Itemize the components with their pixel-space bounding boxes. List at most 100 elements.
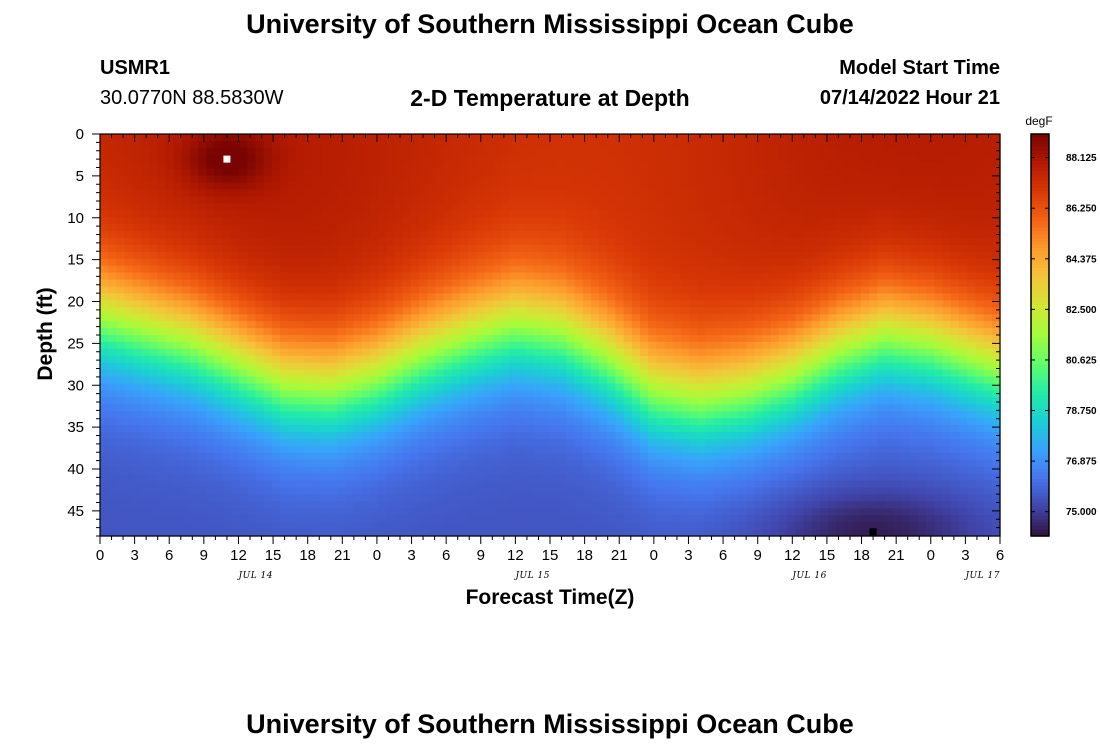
heatmap-cell bbox=[288, 161, 297, 170]
heatmap-cell bbox=[525, 265, 535, 274]
heatmap-cell bbox=[738, 293, 747, 301]
heatmap-cell bbox=[239, 196, 248, 204]
heatmap-cell bbox=[402, 369, 412, 378]
heatmap-cell bbox=[648, 134, 657, 142]
heatmap-cell bbox=[394, 445, 404, 454]
heatmap-cell bbox=[402, 237, 412, 246]
heatmap-cell bbox=[230, 251, 240, 260]
heatmap-cell bbox=[991, 362, 1001, 371]
heatmap-cell bbox=[959, 314, 968, 322]
heatmap-cell bbox=[590, 189, 600, 197]
heatmap-cell bbox=[230, 341, 240, 350]
heatmap-cell bbox=[558, 168, 567, 177]
heatmap-cell bbox=[427, 425, 437, 433]
heatmap-cell bbox=[574, 147, 584, 156]
heatmap-cell bbox=[492, 258, 502, 267]
heatmap-cell bbox=[959, 203, 968, 211]
heatmap-cell bbox=[386, 390, 396, 398]
heatmap-cell bbox=[607, 369, 617, 378]
heatmap-cell bbox=[582, 362, 592, 371]
heatmap-cell bbox=[959, 355, 968, 364]
heatmap-cell bbox=[500, 203, 510, 211]
heatmap-cell bbox=[451, 168, 461, 177]
heatmap-cell bbox=[803, 189, 813, 197]
heatmap-cell bbox=[599, 196, 608, 204]
heatmap-cell bbox=[869, 279, 878, 288]
heatmap-cell bbox=[877, 293, 887, 301]
heatmap-cell bbox=[885, 432, 895, 440]
heatmap-cell bbox=[820, 362, 829, 371]
heatmap-cell bbox=[149, 265, 158, 274]
heatmap-cell bbox=[427, 251, 437, 260]
heatmap-cell bbox=[599, 203, 608, 211]
heatmap-cell bbox=[648, 217, 657, 225]
heatmap-cell bbox=[460, 438, 469, 447]
heatmap-cell bbox=[198, 335, 207, 343]
heatmap-cell bbox=[942, 161, 952, 170]
heatmap-cell bbox=[762, 348, 772, 357]
heatmap-cell bbox=[950, 189, 960, 197]
heatmap-cell bbox=[468, 189, 477, 197]
heatmap-cell bbox=[852, 175, 862, 184]
heatmap-cell bbox=[615, 210, 625, 218]
heatmap-cell bbox=[541, 328, 551, 336]
heatmap-cell bbox=[623, 293, 633, 301]
heatmap-cell bbox=[198, 168, 207, 177]
heatmap-cell bbox=[942, 286, 952, 295]
heatmap-cell bbox=[689, 134, 698, 142]
heatmap-cell bbox=[337, 411, 347, 419]
heatmap-cell bbox=[190, 397, 199, 405]
heatmap-cell bbox=[820, 411, 829, 419]
heatmap-cell bbox=[230, 175, 240, 184]
heatmap-cell bbox=[337, 321, 347, 329]
heatmap-cell bbox=[198, 293, 207, 301]
heatmap-cell bbox=[787, 147, 797, 156]
heatmap-cell bbox=[762, 369, 772, 378]
heatmap-cell bbox=[165, 134, 175, 142]
heatmap-cell bbox=[402, 438, 412, 447]
heatmap-cell bbox=[214, 224, 224, 232]
heatmap-cell bbox=[910, 369, 919, 378]
heatmap-cell bbox=[312, 300, 322, 308]
heatmap-cell bbox=[762, 196, 772, 204]
heatmap-cell bbox=[124, 279, 134, 288]
heatmap-cell bbox=[541, 335, 551, 343]
heatmap-cell bbox=[190, 210, 199, 218]
heatmap-cell bbox=[779, 383, 788, 392]
heatmap-cell bbox=[607, 397, 617, 405]
heatmap-cell bbox=[983, 348, 993, 357]
heatmap-cell bbox=[263, 210, 273, 218]
heatmap-cell bbox=[697, 404, 707, 412]
heatmap-cell bbox=[664, 279, 674, 288]
heatmap-cell bbox=[721, 168, 731, 177]
heatmap-cell bbox=[271, 251, 281, 260]
heatmap-cell bbox=[942, 231, 952, 239]
heatmap-cell bbox=[263, 404, 273, 412]
heatmap-cell bbox=[967, 383, 977, 392]
heatmap-cell bbox=[296, 321, 306, 329]
heatmap-cell bbox=[566, 404, 576, 412]
heatmap-cell bbox=[320, 335, 330, 343]
heatmap-cell bbox=[770, 376, 780, 385]
heatmap-cell bbox=[410, 314, 420, 322]
heatmap-cell bbox=[165, 224, 175, 232]
heatmap-cell bbox=[280, 265, 289, 274]
heatmap-cell bbox=[386, 258, 396, 267]
heatmap-cell bbox=[361, 348, 371, 357]
heatmap-cell bbox=[640, 321, 649, 329]
heatmap-cell bbox=[582, 168, 592, 177]
heatmap-cell bbox=[222, 147, 232, 156]
heatmap-cell bbox=[623, 362, 633, 371]
heatmap-cell bbox=[762, 335, 772, 343]
heatmap-cell bbox=[672, 140, 682, 149]
heatmap-cell bbox=[108, 265, 117, 274]
heatmap-cell bbox=[353, 397, 363, 405]
heatmap-cell bbox=[149, 189, 158, 197]
heatmap-cell bbox=[901, 362, 911, 371]
heatmap-cell bbox=[836, 300, 846, 308]
heatmap-cell bbox=[566, 321, 576, 329]
heatmap-cell bbox=[312, 293, 322, 301]
heatmap-cell bbox=[443, 321, 453, 329]
heatmap-cell bbox=[991, 418, 1001, 426]
heatmap-cell bbox=[934, 272, 944, 281]
